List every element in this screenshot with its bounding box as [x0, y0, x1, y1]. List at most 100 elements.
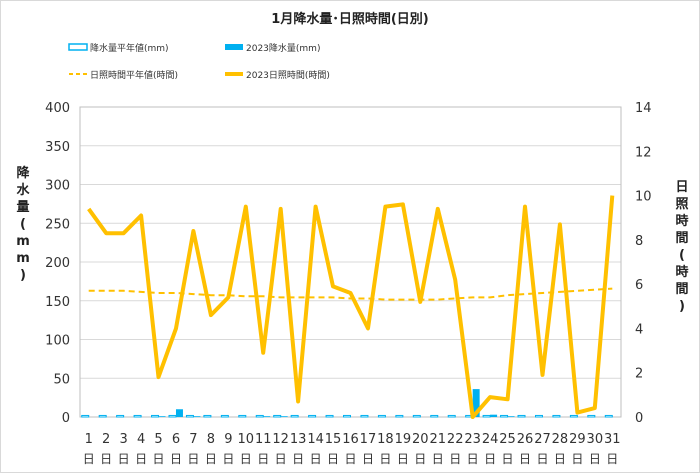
x-tick-day-label: 日: [554, 452, 566, 466]
x-tick-label: 21: [429, 432, 446, 447]
normal-sunshine-line: [88, 287, 613, 301]
left-axis-label-char: 量: [16, 200, 29, 215]
normal-precip-bar: [308, 414, 317, 418]
x-tick-day-label: 日: [571, 452, 583, 466]
left-tick-label: 350: [45, 140, 70, 155]
x-tick-label: 5: [154, 432, 162, 447]
right-tick-label: 14: [635, 101, 652, 116]
x-tick-day-label: 日: [222, 452, 234, 466]
x-tick-label: 31: [604, 432, 621, 447]
x-tick-label: 27: [534, 432, 551, 447]
x-tick-label: 30: [587, 432, 604, 447]
right-tick-label: 6: [635, 278, 643, 293]
normal-precip-bar: [133, 414, 142, 418]
normal-precip-bar: [273, 414, 282, 418]
legend-label: 2023日照時間(時間): [246, 70, 330, 81]
x-tick-day-label: 日: [432, 452, 444, 466]
normal-precip-bar: [255, 414, 264, 418]
x-tick-day-label: 日: [519, 452, 531, 466]
x-tick-day-label: 日: [187, 452, 199, 466]
right-axis-label-char: 日: [675, 180, 688, 195]
x-tick-day-label: 日: [240, 452, 252, 466]
x-axis-ticks: 1日2日3日4日5日6日7日8日9日10日11日12日13日14日15日16日1…: [83, 432, 621, 466]
normal-precip-bar: [500, 414, 509, 418]
normal-precip-bar: [151, 414, 160, 418]
x-tick-day-label: 日: [362, 452, 374, 466]
normal-precip-bar: [604, 414, 613, 418]
normal-precip-bar: [534, 414, 543, 418]
x-tick-day-label: 日: [310, 452, 322, 466]
legend-label: 日照時間平年値(時間): [90, 69, 178, 81]
left-tick-label: 400: [45, 101, 70, 116]
x-tick-day-label: 日: [536, 452, 548, 466]
x-tick-day-label: 日: [153, 452, 165, 466]
x-tick-label: 20: [412, 432, 429, 447]
x-tick-label: 25: [499, 432, 516, 447]
precip-2023-bar: [263, 416, 271, 417]
x-tick-label: 22: [447, 432, 464, 447]
normal-precip-bar: [203, 414, 212, 418]
x-tick-day-label: 日: [135, 452, 147, 466]
x-tick-label: 9: [224, 432, 232, 447]
x-tick-label: 14: [307, 432, 324, 447]
x-tick-day-label: 日: [606, 452, 618, 466]
x-tick-label: 24: [482, 432, 499, 447]
right-axis-label-char: (: [679, 248, 685, 263]
x-tick-day-label: 日: [379, 452, 391, 466]
left-tick-label: 150: [45, 295, 70, 310]
normal-precip-bar: [395, 414, 404, 418]
x-tick-day-label: 日: [449, 452, 461, 466]
right-tick-label: 2: [635, 367, 643, 382]
x-tick-label: 23: [464, 432, 481, 447]
x-tick-label: 4: [137, 432, 145, 447]
x-tick-label: 16: [342, 432, 359, 447]
precip-2023-bar: [158, 416, 166, 417]
x-tick-label: 1: [85, 432, 93, 447]
x-tick-day-label: 日: [118, 452, 130, 466]
left-axis-ticks: 0 50 100 150 200 250 300 350 400: [45, 101, 70, 426]
right-axis-label-char: 照: [675, 197, 688, 212]
precip-2023-bar: [193, 416, 201, 417]
left-axis-label-char: 水: [16, 182, 30, 198]
x-tick-day-label: 日: [205, 452, 217, 466]
normal-precip-bar: [587, 414, 596, 418]
x-tick-label: 3: [119, 432, 127, 447]
x-tick-label: 11: [255, 432, 272, 447]
x-tick-label: 28: [552, 432, 569, 447]
x-tick-day-label: 日: [467, 452, 479, 466]
right-axis-ticks: 0 2 4 6 8 10 12 14: [635, 101, 652, 426]
normal-precip-bar: [412, 414, 421, 418]
x-tick-label: 26: [517, 432, 534, 447]
x-tick-day-label: 日: [170, 452, 182, 466]
precip-2023-bar: [280, 416, 288, 417]
normal-precip-bar: [290, 414, 299, 418]
left-tick-label: 100: [45, 334, 70, 349]
right-tick-label: 12: [635, 145, 652, 160]
x-tick-day-label: 日: [502, 452, 514, 466]
normal-precip-bar: [360, 414, 369, 418]
left-axis-label-char: ): [20, 268, 26, 283]
left-tick-label: 0: [62, 411, 70, 426]
x-tick-day-label: 日: [275, 452, 287, 466]
x-tick-label: 8: [207, 432, 215, 447]
normal-precip-bar: [430, 414, 439, 418]
normal-precip-bar: [185, 414, 194, 418]
right-axis-label-char: 間: [675, 282, 688, 297]
left-tick-label: 300: [45, 179, 70, 194]
legend-label: 2023降水量(mm): [246, 42, 320, 54]
x-tick-label: 6: [172, 432, 180, 447]
normal-precip-bar: [98, 414, 107, 418]
normal-precip-bar: [116, 414, 125, 418]
left-axis-label-char: m: [16, 251, 30, 266]
x-tick-day-label: 日: [257, 452, 269, 466]
left-axis-label-char: m: [16, 234, 30, 249]
sunshine-2023-line: [87, 195, 615, 419]
normal-precip-bar: [343, 414, 351, 418]
normal-precip-bar: [569, 414, 578, 418]
precip-2023-bar: [175, 409, 183, 417]
x-tick-label: 10: [238, 432, 255, 447]
x-tick-day-label: 日: [100, 452, 112, 466]
right-axis-label-char: ): [679, 299, 685, 314]
